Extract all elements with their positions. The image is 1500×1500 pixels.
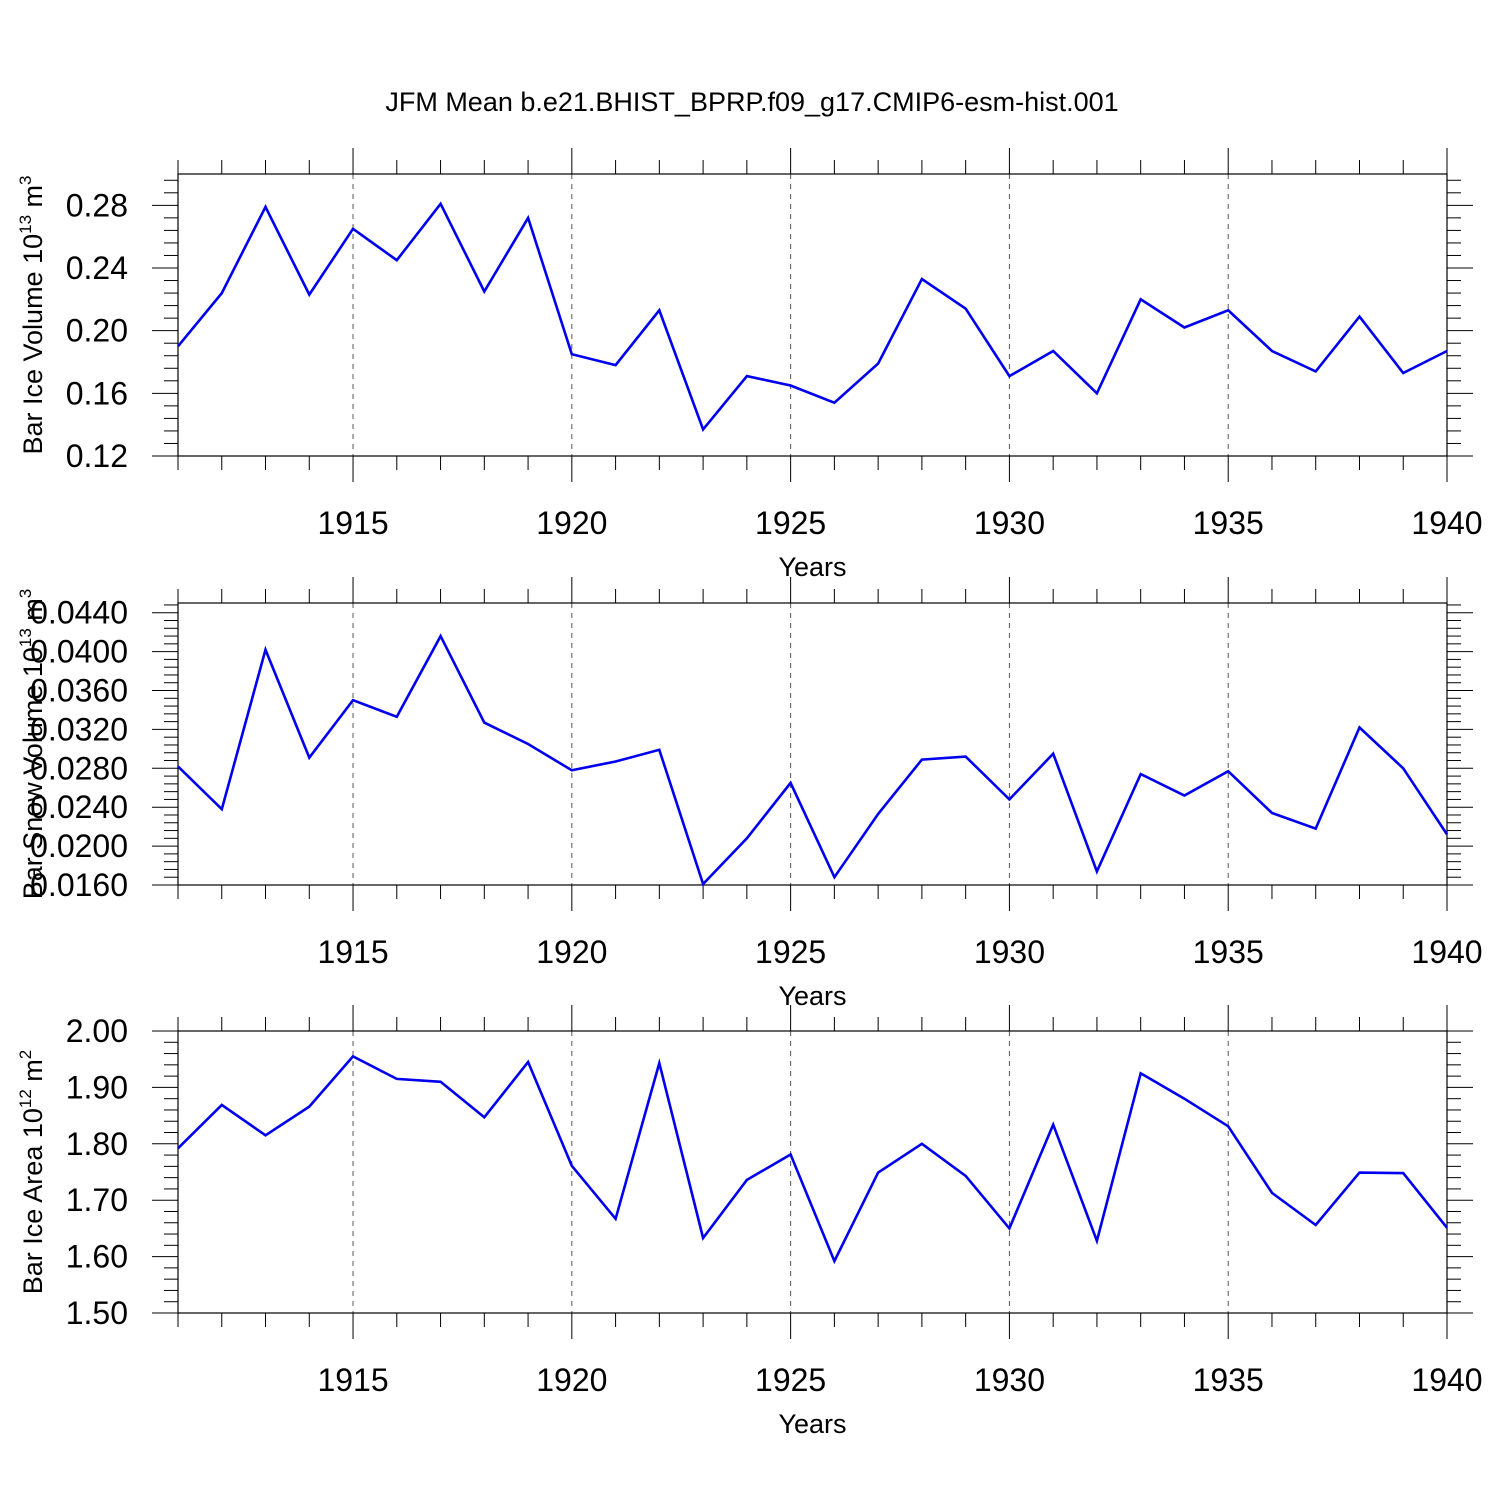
y-axis-label-unit: m xyxy=(18,185,48,215)
figure-title: JFM Mean b.e21.BHIST_BPRP.f09_g17.CMIP6-… xyxy=(385,87,1118,117)
x-tick-label: 1920 xyxy=(536,934,607,970)
y-axis-label-text: Bar Ice Volume 10 xyxy=(18,234,48,455)
series-line xyxy=(177,633,1449,887)
y-tick-label: 0.24 xyxy=(66,250,128,286)
x-tick-label: 1915 xyxy=(317,934,388,970)
x-tick-label: 1920 xyxy=(536,505,607,541)
y-axis-label-text: Bar Snow Volume 10 xyxy=(18,647,48,899)
x-tick-label: 1925 xyxy=(755,934,826,970)
x-axis-label: Years xyxy=(778,1409,846,1439)
y-axis-label-text: Bar Ice Area 10 xyxy=(18,1108,48,1294)
x-tick-label: 1930 xyxy=(974,505,1045,541)
x-tick-label: 1920 xyxy=(536,1362,607,1398)
x-tick-label: 1925 xyxy=(755,505,826,541)
y-axis-label-unit: m xyxy=(18,1059,48,1089)
y-axis-label-exponent: 12 xyxy=(16,1089,35,1108)
y-tick-label: 0.0400 xyxy=(30,634,128,670)
x-tick-label: 1915 xyxy=(317,505,388,541)
y-tick-label: 0.12 xyxy=(66,438,128,474)
series-line xyxy=(177,1054,1449,1265)
y-axis-label-unit-exponent: 3 xyxy=(16,175,35,184)
x-tick-label: 1915 xyxy=(317,1362,388,1398)
y-tick-label: 1.80 xyxy=(66,1126,128,1162)
y-axis-label: Bar Ice Area 1012 m2 xyxy=(16,1050,48,1295)
y-axis-label-unit-exponent: 2 xyxy=(16,1050,35,1059)
y-tick-label: 0.20 xyxy=(66,313,128,349)
y-axis-label-exponent: 13 xyxy=(16,215,35,234)
x-tick-label: 1935 xyxy=(1193,934,1264,970)
panel-bar-snow-volume: 1915 1920 1925 1930 1935 19400.01600.02000.02… xyxy=(16,577,1483,1011)
y-axis-label: Bar Ice Volume 1013 m3 xyxy=(16,175,48,454)
y-tick-label: 0.0360 xyxy=(30,673,128,709)
y-axis-label: Bar Snow Volume 1013 m3 xyxy=(16,589,48,900)
x-tick-label: 1940 xyxy=(1411,934,1482,970)
y-tick-label: 0.0240 xyxy=(30,789,128,825)
x-axis-label: Years xyxy=(778,981,846,1011)
y-tick-label: 1.90 xyxy=(66,1069,128,1105)
x-tick-label: 1935 xyxy=(1193,1362,1264,1398)
y-tick-label: 0.0160 xyxy=(30,867,128,903)
y-tick-label: 0.0320 xyxy=(30,711,128,747)
plot-frame xyxy=(177,602,1448,886)
y-axis-label-unit: m xyxy=(18,598,48,628)
x-tick-label: 1935 xyxy=(1193,505,1264,541)
y-axis-label-exponent: 13 xyxy=(16,628,35,647)
y-tick-label: 0.0200 xyxy=(30,828,128,864)
x-tick-label: 1940 xyxy=(1411,505,1482,541)
y-tick-label: 0.28 xyxy=(66,187,128,223)
y-tick-label: 0.16 xyxy=(66,375,128,411)
x-tick-label: 1940 xyxy=(1411,1362,1482,1398)
y-tick-label: 0.0440 xyxy=(30,595,128,631)
y-tick-label: 1.60 xyxy=(66,1239,128,1275)
y-tick-label: 1.70 xyxy=(66,1182,128,1218)
plot-frame xyxy=(177,1030,1448,1314)
y-tick-label: 0.0280 xyxy=(30,750,128,786)
x-tick-label: 1930 xyxy=(974,934,1045,970)
plot-frame xyxy=(177,173,1448,457)
x-tick-label: 1925 xyxy=(755,1362,826,1398)
y-tick-label: 2.00 xyxy=(66,1013,128,1049)
x-axis-label: Years xyxy=(778,552,846,582)
panel-bar-ice-area: 1915 1920 1925 1930 1935 1940 1.50 1.60 1.70 1.80… xyxy=(16,1005,1483,1439)
panel-bar-ice-volume: 1915 1920 1925 1930 1935 1940 0.12 0.16 0.20 0.24… xyxy=(16,148,1483,582)
series-line xyxy=(176,201,1448,432)
y-axis-label-unit-exponent: 3 xyxy=(16,589,35,598)
y-tick-label: 1.50 xyxy=(66,1295,128,1331)
x-tick-label: 1930 xyxy=(974,1362,1045,1398)
